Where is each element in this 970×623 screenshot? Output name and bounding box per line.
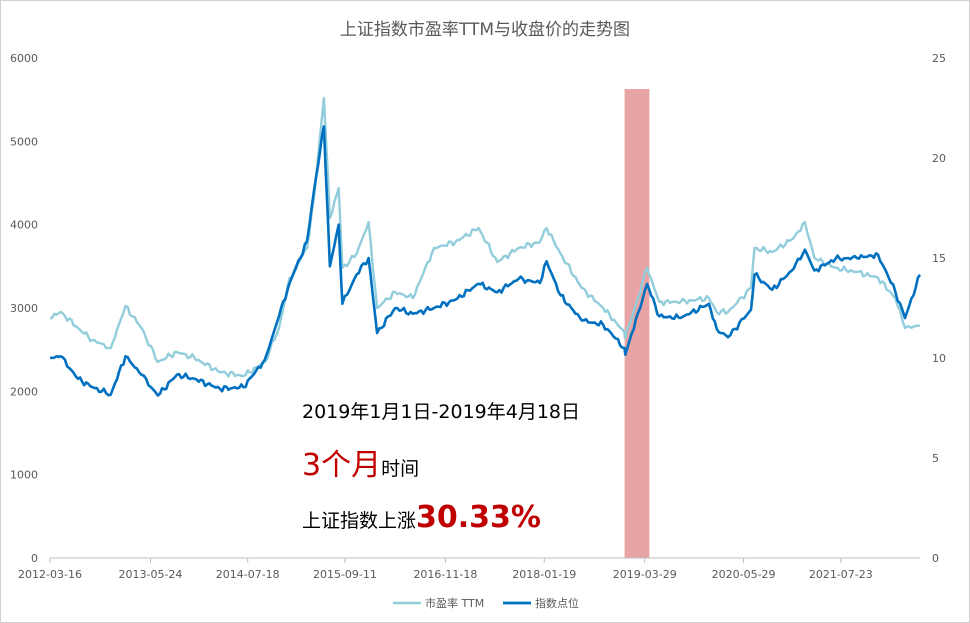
x-tick-label: 2012-03-16 (18, 568, 82, 581)
x-tick-label: 2020-05-29 (712, 568, 776, 581)
highlight-layer (624, 89, 650, 558)
y-right-tick-label: 0 (932, 552, 939, 565)
y-left-tick-label: 0 (31, 552, 38, 565)
chart-title: 上证指数市盈率TTM与收盘价的走势图 (340, 20, 630, 40)
x-tick-label: 2018-01-19 (512, 568, 576, 581)
legend-label: 市盈率 TTM (425, 596, 484, 610)
y-left-tick-label: 5000 (10, 135, 38, 148)
x-tick-label: 2019-03-29 (613, 568, 677, 581)
y-right-tick-label: 20 (932, 152, 946, 165)
annotation-date-range: 2019年1月1日-2019年4月18日 (302, 401, 581, 423)
y-right-tick-label: 10 (932, 352, 946, 365)
y-left-tick-label: 4000 (10, 219, 38, 232)
x-tick-label: 2021-07-23 (809, 568, 873, 581)
legend-label: 指数点位 (535, 596, 579, 610)
series-line-1 (50, 96, 921, 378)
annotation-duration: 3个月时间 (302, 440, 419, 484)
annotation-duration-value: 3个月 (302, 448, 382, 483)
y-left-tick-label: 6000 (10, 52, 38, 65)
series-line-2 (49, 125, 922, 397)
annotation-duration-suffix: 时间 (381, 458, 420, 480)
x-tick-label: 2015-09-11 (313, 568, 377, 581)
y-left-tick-label: 1000 (10, 469, 38, 482)
y-left-tick-label: 2000 (10, 385, 38, 398)
y-right-tick-label: 25 (932, 52, 946, 65)
series-layer (49, 96, 922, 397)
x-tick-label: 2016-11-18 (413, 568, 477, 581)
annotation-gain-value: 30.33% (416, 500, 541, 535)
x-tick-label: 2014-07-18 (216, 568, 280, 581)
x-tick-label: 2013-05-24 (119, 568, 183, 581)
legend: 市盈率 TTM 指数点位 (393, 596, 579, 610)
y-right-tick-label: 15 (932, 252, 946, 265)
annotation-gain: 上证指数上涨30.33% (302, 500, 541, 535)
axis-layer: 0 1000 2000 3000 4000 5000 6000 0 5 10 15 20 25 2012-… (10, 52, 946, 581)
annotation-gain-prefix: 上证指数上涨 (302, 510, 417, 532)
highlight-band (624, 89, 650, 558)
y-right-tick-label: 5 (932, 452, 939, 465)
y-left-tick-label: 3000 (10, 302, 38, 315)
